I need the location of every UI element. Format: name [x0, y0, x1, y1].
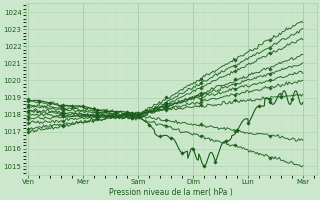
X-axis label: Pression niveau de la mer( hPa ): Pression niveau de la mer( hPa ) — [109, 188, 233, 197]
